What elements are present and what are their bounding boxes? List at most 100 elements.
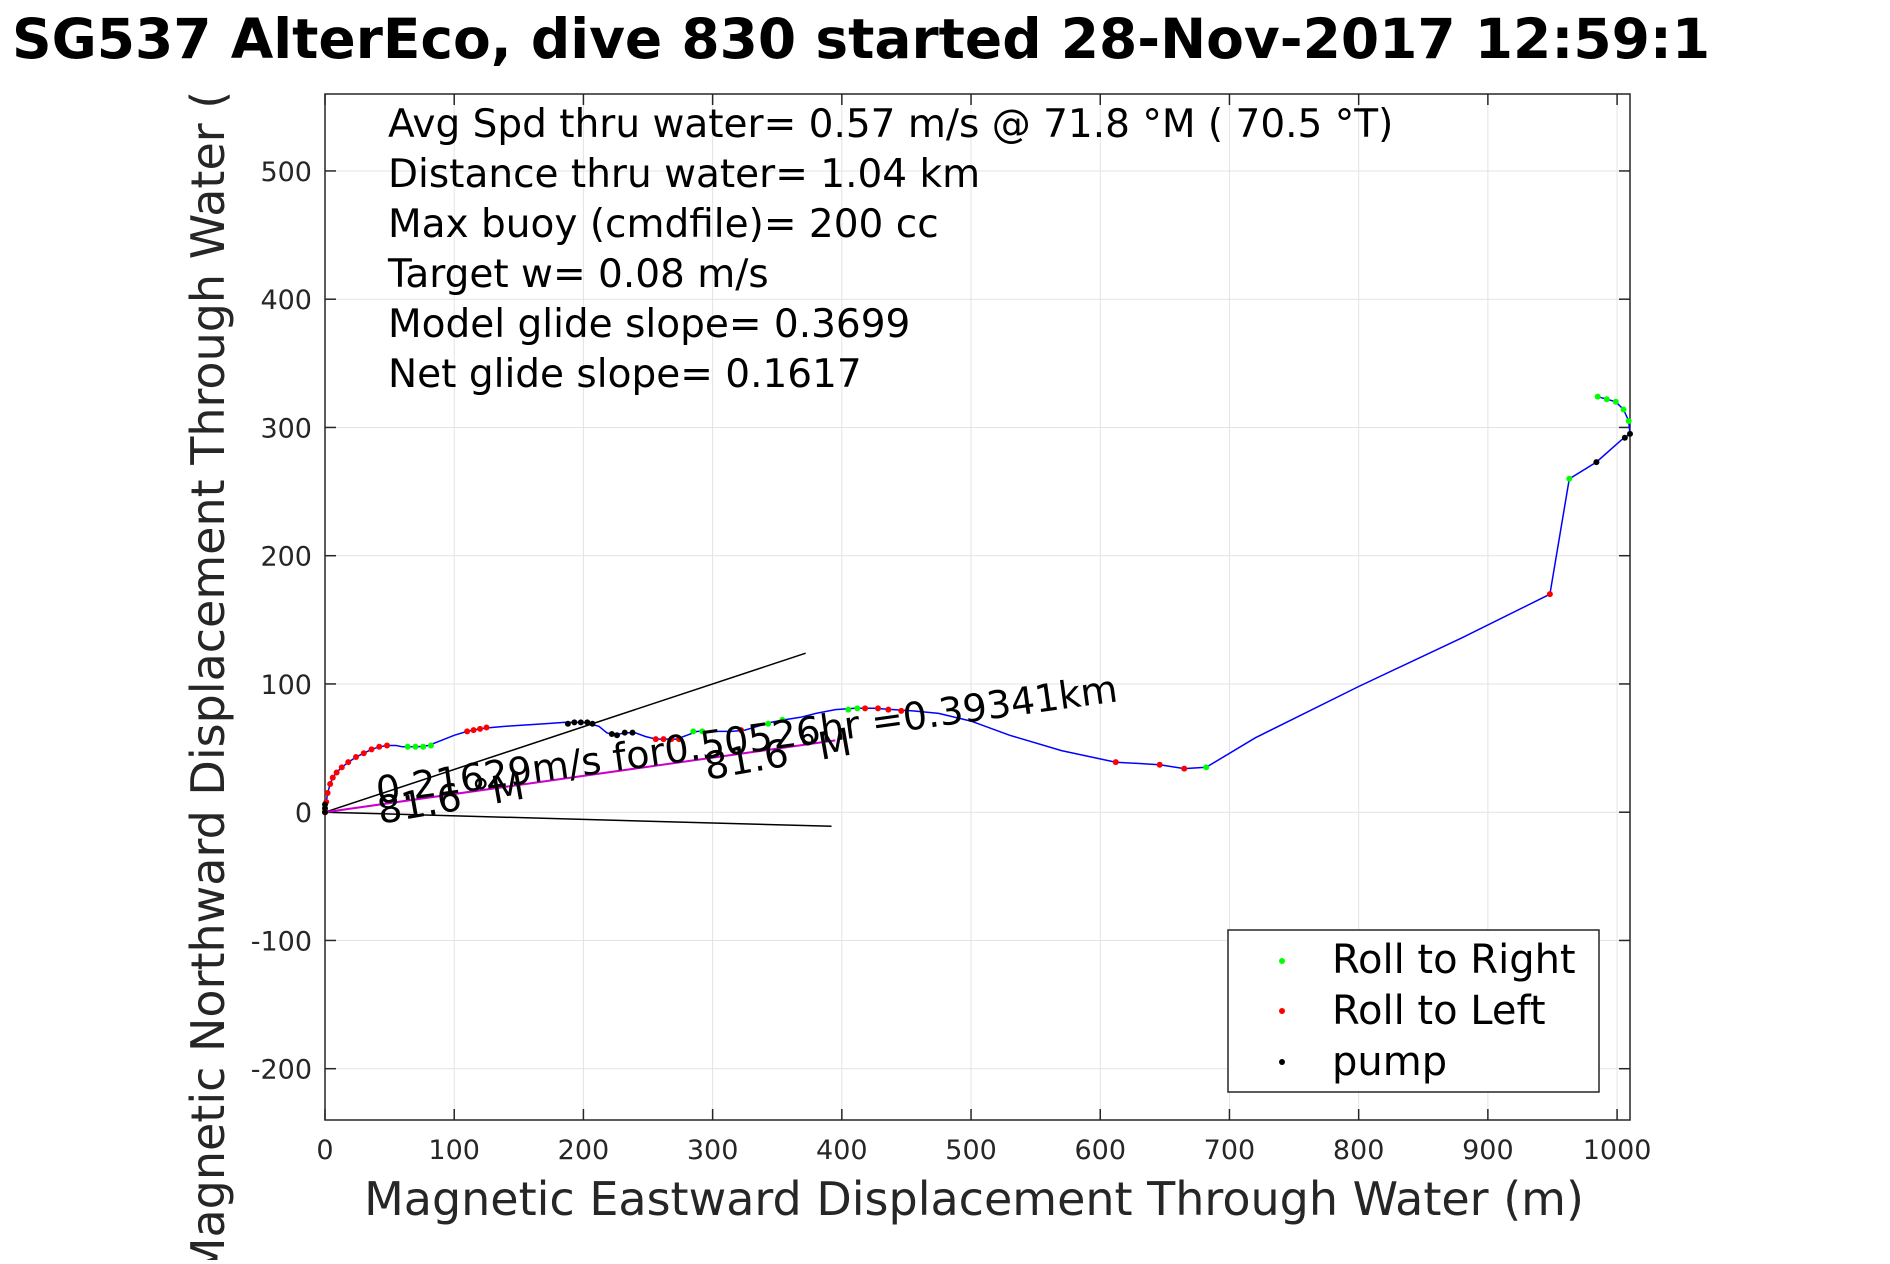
legend-label-roll-right: Roll to Right: [1332, 937, 1576, 983]
roll-to-left-point: [353, 754, 360, 761]
heading-bound-line: [324, 811, 832, 828]
x-tick-label: 200: [558, 1135, 610, 1166]
y-tick-label: 300: [260, 413, 312, 444]
y-tick-label: 200: [260, 542, 312, 573]
axes: 0 100 200 300 400 500 600 700 800 900 1000-200-100…: [251, 93, 1652, 1166]
roll-to-left-point: [360, 750, 367, 757]
legend-marker-pump: [1279, 1059, 1285, 1065]
roll-to-left-point: [898, 707, 905, 714]
roll-to-left-point: [1112, 759, 1119, 766]
legend-box: [1227, 929, 1600, 1093]
stats-line-model-glide: Model glide slope= 0.3699: [388, 302, 910, 347]
roll-to-left-point: [1546, 591, 1553, 598]
roll-to-left-point: [483, 724, 490, 731]
roll-to-left-point: [1181, 765, 1188, 772]
stats-text-block: Avg Spd thru water= 0.57 m/s @ 71.8 °M (…: [387, 102, 1393, 397]
x-tick-label: 100: [428, 1135, 480, 1166]
roll-to-left-point: [676, 736, 683, 743]
pump-point: [1593, 459, 1600, 466]
roll-to-right-point: [1203, 764, 1210, 771]
track-points: [322, 393, 1633, 816]
roll-to-left-point: [875, 705, 882, 712]
roll-to-left-point: [464, 728, 471, 735]
pump-point: [577, 719, 584, 726]
heading-bound-line: [324, 652, 806, 813]
legend-label-pump: pump: [1332, 1039, 1447, 1085]
roll-to-left-point: [338, 764, 345, 771]
x-tick-label: 600: [1074, 1135, 1126, 1166]
legend-label-roll-left: Roll to Left: [1332, 988, 1546, 1034]
pump-point: [629, 729, 636, 736]
x-tick-label: 300: [687, 1135, 739, 1166]
roll-to-right-point: [1612, 398, 1619, 405]
roll-to-left-point: [862, 705, 869, 712]
pump-point: [571, 719, 578, 726]
roll-to-left-point: [660, 736, 667, 743]
roll-to-right-point: [845, 706, 852, 713]
stats-line-max-buoy: Max buoy (cmdfile)= 200 cc: [388, 202, 939, 247]
y-tick-label: -100: [251, 926, 312, 957]
roll-to-left-point: [738, 727, 745, 734]
pump-point: [584, 719, 591, 726]
x-tick-label: 500: [945, 1135, 997, 1166]
y-tick-label: 400: [260, 285, 312, 316]
x-tick-label: 900: [1462, 1135, 1514, 1166]
roll-to-left-point: [345, 759, 352, 766]
roll-to-right-point: [1625, 418, 1632, 425]
pump-point: [621, 729, 628, 736]
roll-to-left-point: [327, 780, 334, 787]
roll-to-right-point: [404, 743, 411, 750]
pump-point: [589, 720, 596, 727]
roll-to-left-point: [477, 725, 484, 732]
roll-to-right-point: [1566, 475, 1573, 482]
roll-to-left-point: [652, 736, 659, 743]
stats-line-net-glide: Net glide slope= 0.1617: [388, 352, 862, 397]
roll-to-right-point: [854, 705, 861, 712]
pump-point: [614, 732, 621, 739]
roll-to-left-point: [668, 736, 675, 743]
roll-to-left-point: [1156, 761, 1163, 768]
roll-to-right-point: [420, 743, 427, 750]
roll-to-right-point: [699, 728, 706, 735]
legend-marker-roll-right: [1279, 958, 1285, 964]
x-axis-label: Magnetic Eastward Displacement Through W…: [364, 1172, 1584, 1226]
y-tick-label: -200: [251, 1055, 312, 1086]
roll-to-right-point: [412, 743, 419, 750]
y-tick-label: 0: [295, 798, 312, 829]
roll-to-right-point: [765, 720, 772, 727]
pump-point: [322, 801, 328, 808]
pump-point: [1621, 434, 1628, 441]
roll-to-left-point: [324, 789, 331, 796]
x-tick-label: 400: [816, 1135, 868, 1166]
x-tick-label: 0: [316, 1135, 333, 1166]
grid: [324, 94, 1630, 1120]
axes-box: [324, 93, 1631, 1121]
legend: Roll to Right Roll to Left pump: [1227, 929, 1600, 1093]
stats-line-avg-speed: Avg Spd thru water= 0.57 m/s @ 71.8 °M (…: [388, 102, 1393, 147]
x-tick-label: 700: [1204, 1135, 1256, 1166]
roll-to-left-point: [470, 727, 477, 734]
roll-to-left-point: [384, 742, 391, 749]
roll-to-right-point: [690, 728, 697, 735]
stats-line-target-w: Target w= 0.08 m/s: [387, 252, 769, 297]
stats-line-distance: Distance thru water= 1.04 km: [388, 152, 980, 197]
roll-to-left-point: [885, 706, 892, 713]
y-tick-label: 500: [260, 157, 312, 188]
roll-to-left-point: [333, 769, 340, 776]
roll-to-right-point: [1594, 393, 1601, 400]
y-tick-label: 100: [260, 670, 312, 701]
reference-lines: [324, 652, 836, 828]
roll-to-right-point: [1620, 406, 1627, 413]
pump-point: [608, 730, 615, 737]
pump-point: [1627, 430, 1633, 437]
x-tick-label: 1000: [1583, 1135, 1652, 1166]
roll-to-right-point: [779, 716, 786, 723]
chart-title: SG537 AlterEco, dive 830 started 28-Nov-…: [12, 7, 1710, 71]
legend-marker-roll-left: [1279, 1008, 1285, 1014]
pump-point: [564, 720, 571, 727]
roll-to-left-point: [376, 743, 383, 750]
y-axis-label: Magnetic Northward Displacement Through …: [181, 91, 235, 1260]
roll-to-left-point: [368, 746, 375, 753]
